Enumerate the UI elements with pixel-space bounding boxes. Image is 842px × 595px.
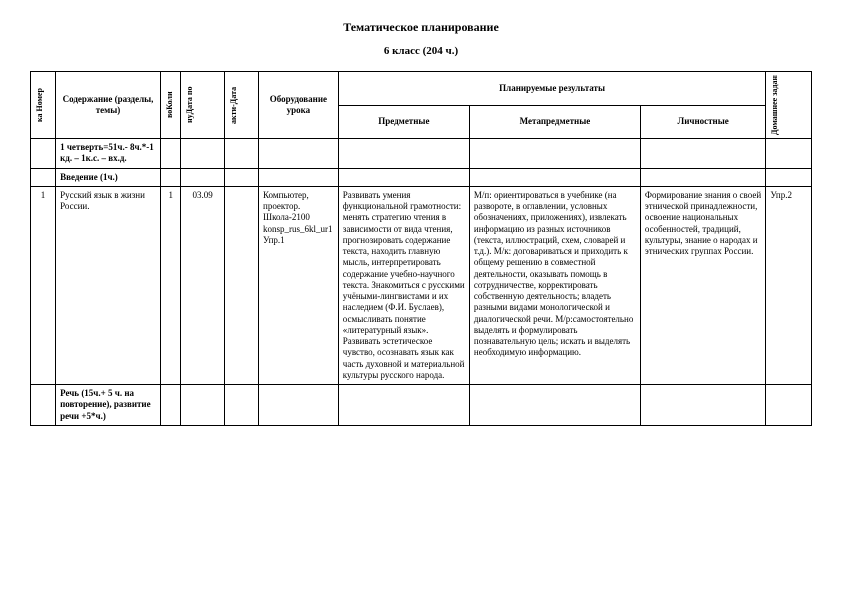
- col-homework: Домашнее задание: [766, 72, 812, 139]
- section-speech-label: Речь (15ч.+ 5 ч. на повторение), развити…: [56, 385, 161, 426]
- section-row-intro: Введение (1ч.): [31, 168, 812, 186]
- col-results: Планируемые результаты: [338, 72, 766, 106]
- table-row: 1 Русский язык в жизни России. 1 03.09 К…: [31, 186, 812, 384]
- col-equipment: Оборудование урока: [259, 72, 339, 139]
- cell-date-fact: [224, 186, 258, 384]
- col-number: ка Номер: [31, 72, 56, 139]
- col-qty: воКоли: [160, 72, 181, 139]
- cell-topic: Русский язык в жизни России.: [56, 186, 161, 384]
- cell-meta: М/п: ориентироваться в учебнике (на разв…: [469, 186, 640, 384]
- cell-date: 03.09: [181, 186, 224, 384]
- section-quarter-label: 1 четверть=51ч.- 8ч.*-1 кд. – 1к.с. – вх…: [56, 139, 161, 169]
- col-personal: Личностные: [640, 105, 765, 139]
- cell-subject: Развивать умения функциональной грамотно…: [338, 186, 469, 384]
- cell-qty: 1: [160, 186, 181, 384]
- planning-table: ка Номер Содержание (разделы, темы) воКо…: [30, 71, 812, 426]
- cell-hw: Упр.2: [766, 186, 812, 384]
- col-date-plan: нуДата по: [181, 72, 224, 139]
- col-subject: Предметные: [338, 105, 469, 139]
- section-intro-label: Введение (1ч.): [56, 168, 161, 186]
- cell-personal: Формирование знания о своей этнической п…: [640, 186, 765, 384]
- col-meta: Метапредметные: [469, 105, 640, 139]
- col-content: Содержание (разделы, темы): [56, 72, 161, 139]
- col-date-fact: акти-Дата: [224, 72, 258, 139]
- doc-subtitle: 6 класс (204 ч.): [30, 45, 812, 57]
- section-row-quarter: 1 четверть=51ч.- 8ч.*-1 кд. – 1к.с. – вх…: [31, 139, 812, 169]
- section-row-speech: Речь (15ч.+ 5 ч. на повторение), развити…: [31, 385, 812, 426]
- doc-title: Тематическое планирование: [30, 20, 812, 35]
- cell-num: 1: [31, 186, 56, 384]
- cell-equip: Компьютер, проектор. Школа-2100 konsp_ru…: [259, 186, 339, 384]
- header-row-1: ка Номер Содержание (разделы, темы) воКо…: [31, 72, 812, 106]
